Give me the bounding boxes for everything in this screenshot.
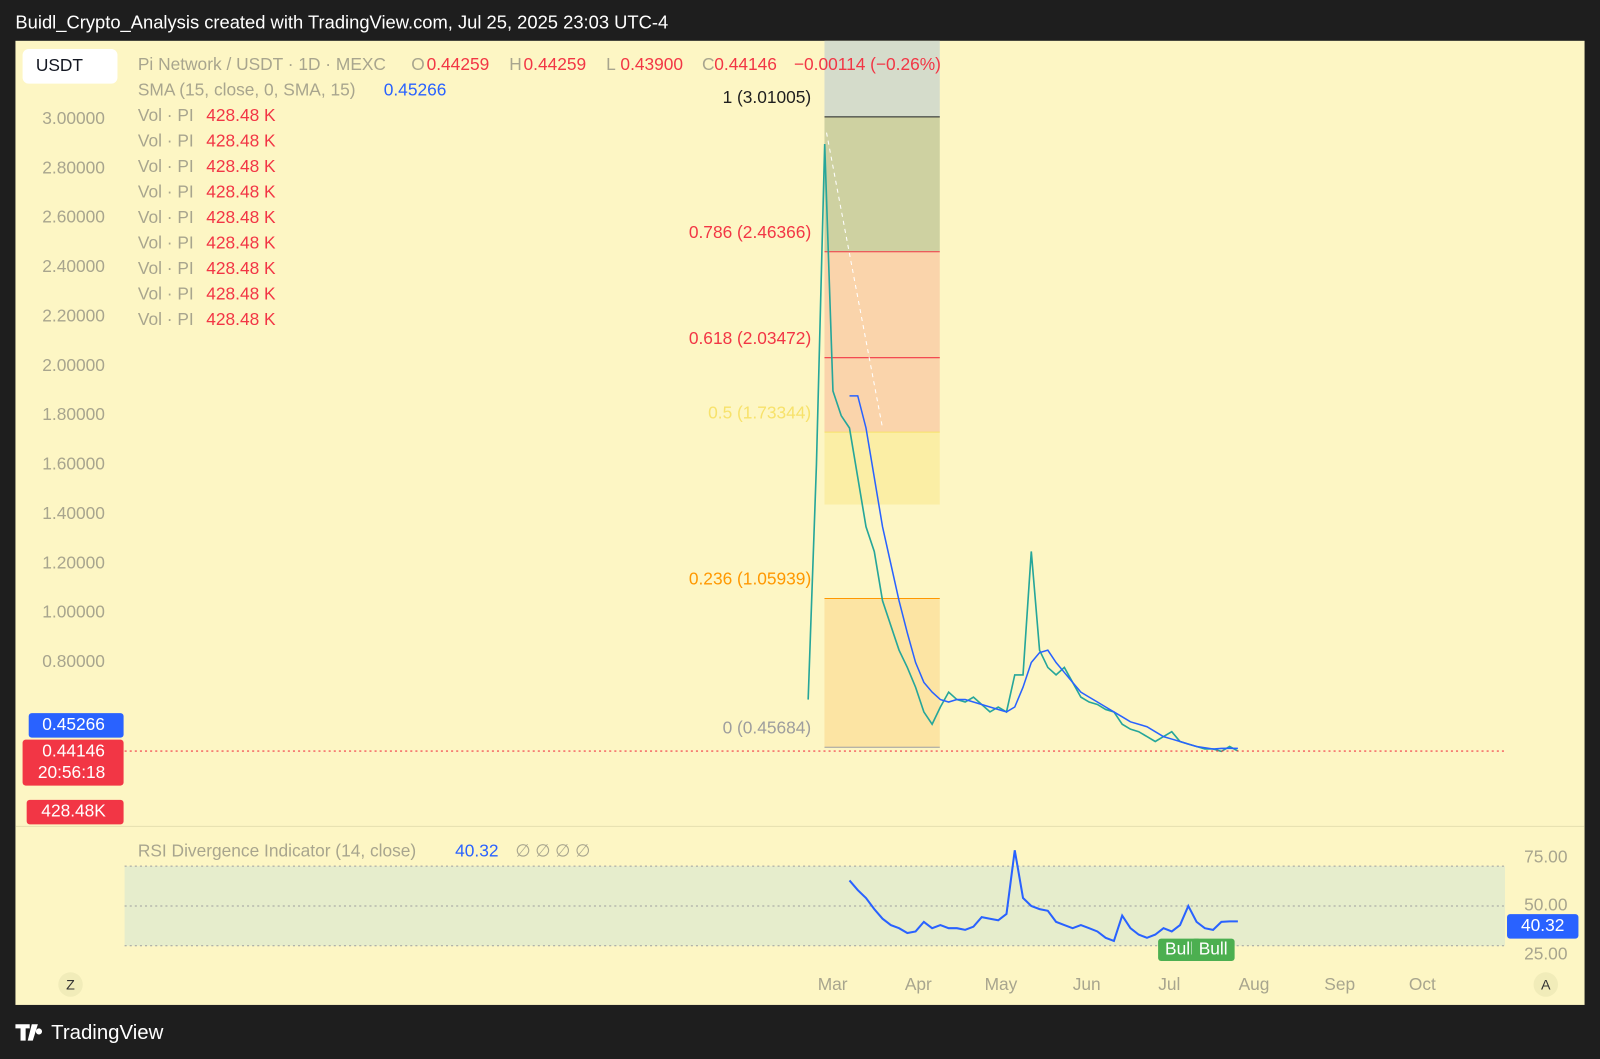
volume-value: 428.48 K bbox=[206, 156, 276, 176]
fib-trend bbox=[826, 132, 884, 429]
corner-button bbox=[58, 972, 83, 997]
fib-label: 0.236 (1.05939) bbox=[689, 569, 811, 589]
corner-button bbox=[1533, 972, 1559, 997]
y-tick-label: 2.60000 bbox=[42, 207, 105, 227]
volume-label: Vol · PI bbox=[138, 283, 194, 303]
x-tick-label: Mar bbox=[818, 974, 848, 994]
volume-label: Vol · PI bbox=[138, 105, 194, 125]
ohlc-value: 0.43900 bbox=[620, 54, 683, 74]
fib-label: 0.618 (2.03472) bbox=[689, 328, 811, 348]
volume-label: Vol · PI bbox=[138, 156, 194, 176]
price-badge bbox=[22, 739, 124, 786]
ohlc-key: O bbox=[411, 54, 424, 74]
signal-label: Bull bbox=[1165, 938, 1194, 958]
rsi-title: RSI Divergence Indicator (14, close) bbox=[138, 840, 416, 860]
volume-value: 428.48 K bbox=[206, 309, 276, 329]
y-tick-label: 1.20000 bbox=[42, 552, 105, 572]
change: −0.00114 (−0.26%) bbox=[794, 54, 941, 74]
ohlc-key: H bbox=[509, 54, 522, 74]
volume-label: Vol · PI bbox=[138, 258, 194, 278]
volume-badge-label: 428.48K bbox=[41, 801, 106, 821]
volume-value: 428.48 K bbox=[206, 130, 276, 150]
rsi-value: 40.32 bbox=[455, 840, 498, 860]
volume-value: 428.48 K bbox=[206, 258, 276, 278]
x-tick-label: Aug bbox=[1239, 974, 1270, 994]
y-tick-label: 1.00000 bbox=[42, 602, 105, 622]
signal-label: Bull bbox=[1199, 938, 1228, 958]
sma-value: 0.45266 bbox=[384, 79, 447, 99]
price-line bbox=[807, 144, 1239, 753]
sma-label: SMA (15, close, 0, SMA, 15) bbox=[138, 79, 356, 99]
rsi-flags: ∅ ∅ ∅ ∅ bbox=[515, 840, 590, 860]
volume-badge bbox=[26, 799, 124, 825]
volume-value: 428.48 K bbox=[206, 232, 276, 252]
fib-zone bbox=[824, 251, 940, 358]
fib-label: 0.786 (2.46366) bbox=[689, 222, 811, 242]
x-tick-label: Oct bbox=[1409, 974, 1436, 994]
ohlc-key: C bbox=[702, 54, 715, 74]
header-title: Buidl_Crypto_Analysis created with Tradi… bbox=[15, 11, 668, 33]
y-tick-label: 1.80000 bbox=[42, 404, 105, 424]
volume-value: 428.48 K bbox=[206, 105, 276, 125]
rsi-badge-label: 40.32 bbox=[1521, 915, 1564, 935]
fib-label: 0.5 (1.73344) bbox=[708, 402, 811, 422]
rsi-line bbox=[848, 850, 1238, 943]
corner-label: Z bbox=[66, 977, 75, 993]
y-tick-label: 1.60000 bbox=[42, 454, 105, 474]
y-tick-label: 2.80000 bbox=[42, 157, 105, 177]
fib-label: 1 (3.01005) bbox=[723, 87, 812, 107]
sma-line bbox=[849, 395, 1238, 750]
y-tick-label: 3.00000 bbox=[42, 108, 105, 128]
y-tick-label: 2.20000 bbox=[42, 305, 105, 325]
x-tick-label: Apr bbox=[905, 974, 932, 994]
rsi-badge bbox=[1507, 914, 1579, 939]
y-tick-label: 2.00000 bbox=[42, 355, 105, 375]
volume-label: Vol · PI bbox=[138, 309, 194, 329]
sma-badge bbox=[28, 713, 124, 738]
footer-brand: TradingView bbox=[51, 1022, 163, 1044]
fib-zone bbox=[824, 116, 940, 252]
chart-panel bbox=[15, 40, 1585, 1005]
currency-button[interactable] bbox=[22, 48, 118, 84]
fib-label: 0 (0.45684) bbox=[723, 717, 812, 737]
rsi-tick-label: 25.00 bbox=[1524, 944, 1567, 964]
signal-badge bbox=[1158, 938, 1201, 962]
sma-badge-label: 0.45266 bbox=[42, 714, 105, 734]
volume-label: Vol · PI bbox=[138, 207, 194, 227]
y-tick-label: 2.40000 bbox=[42, 256, 105, 276]
volume-label: Vol · PI bbox=[138, 181, 194, 201]
signal-badge bbox=[1191, 938, 1235, 962]
rsi-tick-label: 75.00 bbox=[1524, 847, 1567, 867]
corner-label: A bbox=[1541, 977, 1551, 993]
x-tick-label: Jun bbox=[1073, 974, 1101, 994]
currency-label: USDT bbox=[36, 55, 84, 75]
volume-value: 428.48 K bbox=[206, 181, 276, 201]
x-tick-label: May bbox=[985, 974, 1018, 994]
fib-zone bbox=[824, 357, 940, 433]
y-tick-label: 1.40000 bbox=[42, 503, 105, 523]
fib-zone bbox=[824, 432, 940, 505]
countdown: 20:56:18 bbox=[38, 762, 105, 782]
price-badge-label: 0.44146 bbox=[42, 740, 105, 760]
x-tick-label: Sep bbox=[1324, 974, 1355, 994]
fib-zone bbox=[824, 598, 940, 748]
volume-label: Vol · PI bbox=[138, 232, 194, 252]
x-tick-label: Jul bbox=[1158, 974, 1180, 994]
ohlc-value: 0.44146 bbox=[714, 54, 777, 74]
fib-zone bbox=[824, 40, 940, 117]
ohlc-value: 0.44259 bbox=[427, 54, 490, 74]
y-tick-label: 0.80000 bbox=[42, 651, 105, 671]
volume-value: 428.48 K bbox=[206, 207, 276, 227]
ohlc-key: L bbox=[606, 54, 616, 74]
volume-label: Vol · PI bbox=[138, 130, 194, 150]
rsi-tick-label: 50.00 bbox=[1524, 895, 1567, 915]
volume-value: 428.48 K bbox=[206, 283, 276, 303]
brand-logo bbox=[15, 1024, 43, 1041]
ohlc-value: 0.44259 bbox=[524, 54, 587, 74]
symbol: Pi Network / USDT · 1D · MEXC bbox=[138, 54, 386, 74]
